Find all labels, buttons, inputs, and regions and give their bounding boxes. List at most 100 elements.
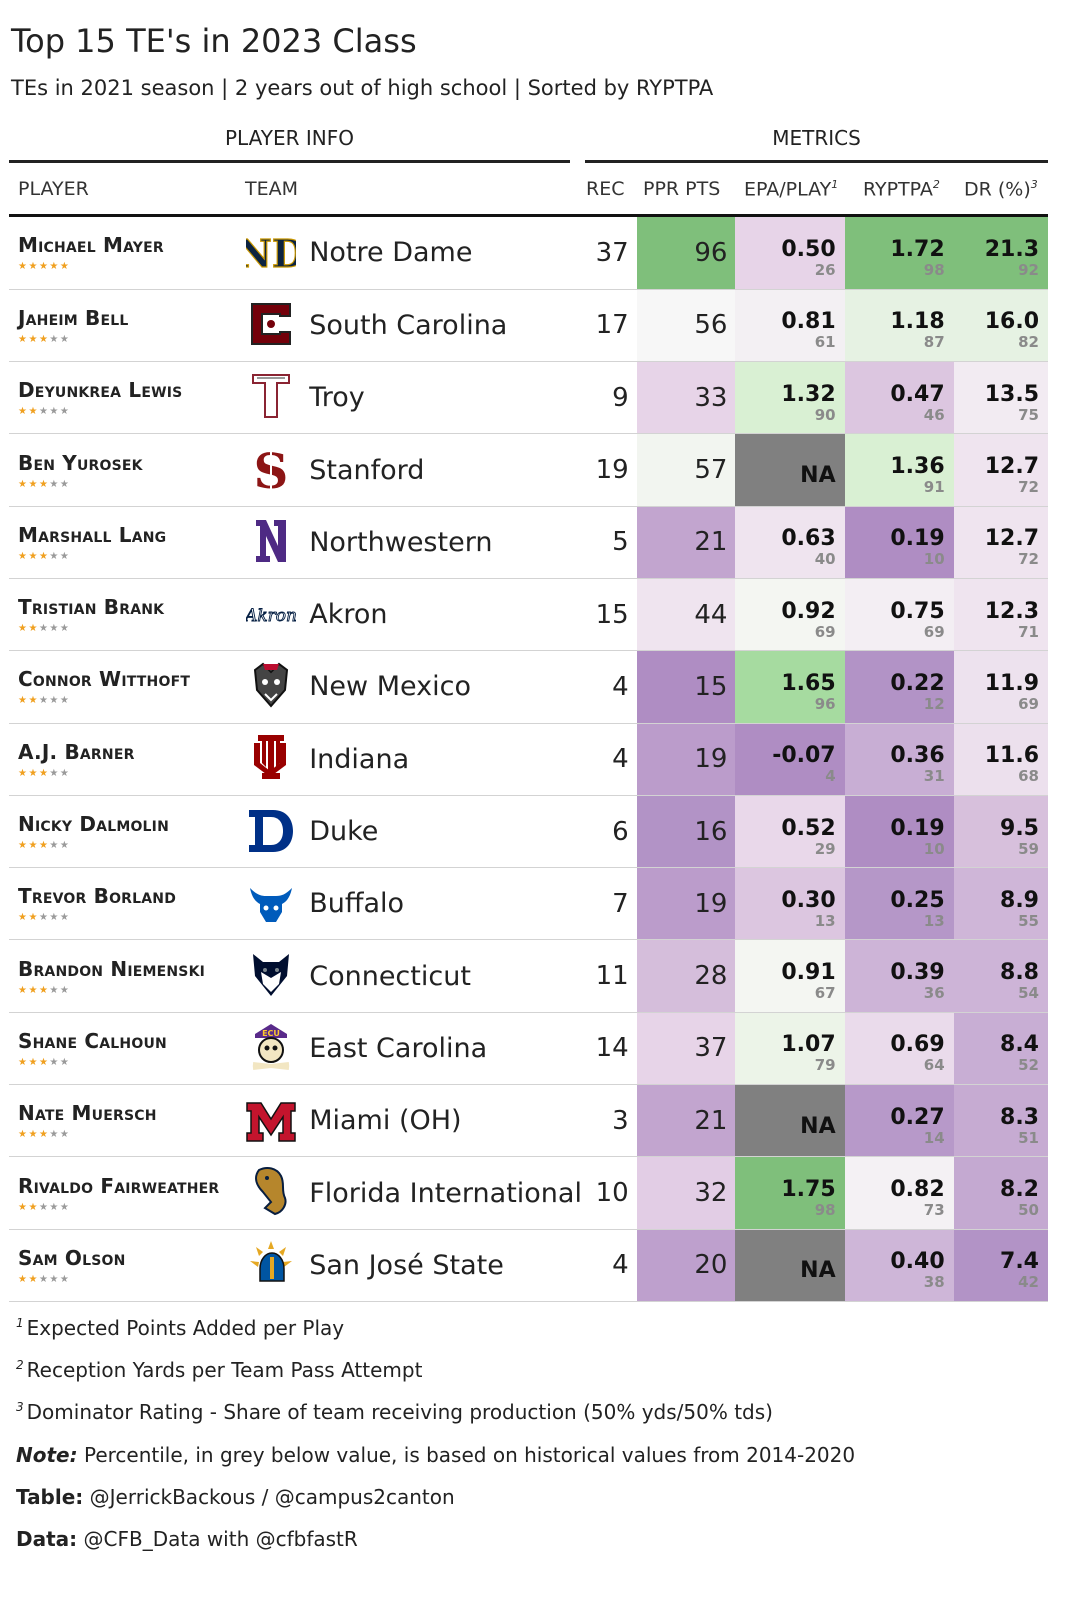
ryptpa-cell: 1.36 91 [844, 433, 954, 507]
footnote-3-mark: 3 [16, 1400, 24, 1415]
epa-per-play-percentile: 26 [814, 260, 836, 279]
dominator-rating-percentile: 54 [1018, 984, 1039, 1003]
star-filled-icon: ★ [38, 478, 50, 490]
star-filled-icon: ★ [28, 912, 39, 924]
ryptpa-cell: 0.39 36 [844, 939, 954, 1013]
star-empty-icon: ★ [59, 984, 71, 996]
star-empty-icon: ★ [49, 623, 60, 635]
player-cell: Connor Witthoft ★★★★★ [9, 650, 236, 724]
indiana-logo [245, 731, 297, 783]
east-carolina-logo: ECU [245, 1020, 297, 1072]
epa-per-play-percentile: 90 [814, 405, 836, 424]
epa-per-play-cell: 0.30 13 [735, 867, 845, 941]
column-header-dr: DR (%)3 [964, 178, 1038, 200]
team-logo-cell [235, 289, 308, 363]
epa-per-play-cell: NA [735, 1084, 845, 1158]
dominator-rating-percentile: 59 [1018, 839, 1039, 858]
star-empty-icon: ★ [59, 1056, 71, 1068]
player-name: A.J. Barner [18, 739, 135, 764]
data-credit-label: Data: [16, 1527, 78, 1551]
dominator-rating-value: 7.4 [1000, 1249, 1039, 1275]
ppr-points-value: 19 [636, 867, 736, 941]
note-data-credit: Data: @CFB_Data with @cfbfastR [16, 1527, 358, 1551]
ryptpa-cell: 0.40 38 [844, 1229, 954, 1302]
star-rating: ★★★★★ [18, 1129, 236, 1140]
star-filled-icon: ★ [28, 478, 39, 490]
team-name: New Mexico [307, 650, 582, 724]
star-filled-icon: ★ [18, 333, 29, 345]
ryptpa-value: 0.47 [890, 381, 945, 407]
epa-per-play-value: 1.65 [781, 670, 836, 696]
table-row: Shane Calhoun ★★★★★ ECU East Carolina 14 37 1.… [9, 1012, 1048, 1086]
dominator-rating-percentile: 55 [1018, 911, 1039, 930]
table-row: Deyunkrea Lewis ★★★★★ Troy 9 33 1.32 90 0.47 46 1… [9, 361, 1048, 435]
miami-oh-logo [245, 1095, 297, 1147]
team-logo-cell: ND [235, 217, 308, 290]
stanford-logo: S [245, 443, 297, 495]
dominator-rating-value: 8.3 [1000, 1104, 1039, 1130]
player-cell: Nicky Dalmolin ★★★★★ [9, 795, 236, 869]
table-row: Nicky Dalmolin ★★★★★ Duke 6 16 0.52 29 0.19 10 9.… [9, 795, 1048, 869]
footnote-2: 2 Reception Yards per Team Pass Attempt [16, 1358, 422, 1382]
dominator-rating-percentile: 69 [1018, 694, 1039, 713]
epa-per-play-cell: -0.07 4 [735, 723, 845, 796]
star-empty-icon: ★ [59, 406, 71, 418]
player-cell: Ben Yurosek ★★★★★ [9, 433, 236, 507]
star-filled-icon: ★ [38, 1129, 50, 1141]
column-header-epa-label: EPA/PLAY [744, 178, 832, 201]
star-filled-icon: ★ [28, 550, 39, 562]
dominator-rating-value: 11.9 [984, 670, 1039, 696]
star-empty-icon: ★ [49, 1201, 60, 1213]
ryptpa-value: 0.19 [890, 815, 945, 841]
star-rating: ★★★★★ [18, 1274, 236, 1285]
players-table-body: Michael Mayer ★★★★★ ND Notre Dame 37 96 0.50 26… [9, 217, 1048, 1302]
star-rating: ★★★★★ [18, 912, 236, 923]
star-rating: ★★★★★ [18, 695, 236, 706]
table-row: Brandon Niemenski ★★★★★ Connecticut 11 28 0.9… [9, 939, 1048, 1013]
player-name: Ben Yurosek [18, 450, 143, 475]
ppr-points-value: 57 [636, 433, 736, 507]
table-row: Ben Yurosek ★★★★★ S Stanford 19 57 NA 1.36 91 12.… [9, 433, 1048, 507]
epa-per-play-cell: NA [735, 433, 845, 507]
epa-per-play-value: 0.52 [781, 815, 836, 841]
player-cell: Nate Muersch ★★★★★ [9, 1084, 236, 1158]
team-logo-cell [235, 723, 308, 796]
rec-value: 9 [581, 361, 637, 435]
player-cell: Marshall Lang ★★★★★ [9, 506, 236, 579]
ryptpa-percentile: 91 [923, 478, 945, 497]
ryptpa-value: 0.82 [890, 1177, 945, 1202]
star-filled-icon: ★ [28, 984, 39, 996]
ryptpa-percentile: 36 [923, 984, 945, 1003]
player-name: Shane Calhoun [18, 1028, 167, 1053]
rec-value: 4 [581, 723, 637, 796]
epa-per-play-cell: 1.07 79 [735, 1012, 845, 1086]
table-credit-text: @JerrickBackous / @campus2canton [89, 1485, 455, 1509]
ryptpa-cell: 0.27 14 [844, 1084, 954, 1158]
ryptpa-value: 1.72 [890, 236, 945, 262]
column-header-ryptpa-footnote-mark: 2 [932, 178, 940, 191]
star-empty-icon: ★ [59, 623, 71, 635]
player-name: Sam Olson [18, 1245, 126, 1270]
rec-value: 37 [581, 217, 637, 290]
ppr-points-value: 21 [636, 506, 736, 579]
dominator-rating-cell: 16.0 82 [953, 289, 1048, 363]
star-empty-icon: ★ [49, 840, 60, 852]
table-row: Nate Muersch ★★★★★ Miami (OH) 3 21 NA 0.27 14 8.… [9, 1084, 1048, 1158]
star-rating: ★★★★★ [18, 334, 236, 345]
epa-per-play-value: 1.07 [781, 1032, 836, 1058]
players-table: Michael Mayer ★★★★★ ND Notre Dame 37 96 0.50 26… [9, 217, 1048, 1302]
star-rating: ★★★★★ [18, 551, 236, 562]
dominator-rating-percentile: 68 [1018, 767, 1039, 786]
epa-per-play-value: 0.63 [781, 526, 836, 552]
table-row: Sam Olson ★★★★★ San José State 4 20 NA 0.40 38 7… [9, 1229, 1048, 1302]
star-filled-icon: ★ [59, 261, 71, 273]
star-filled-icon: ★ [28, 623, 39, 635]
dominator-rating-value: 12.7 [984, 526, 1039, 552]
table-row: Michael Mayer ★★★★★ ND Notre Dame 37 96 0.50 26… [9, 217, 1048, 290]
star-filled-icon: ★ [28, 406, 39, 418]
ryptpa-percentile: 31 [923, 767, 945, 786]
ryptpa-percentile: 46 [923, 405, 945, 424]
star-rating: ★★★★★ [18, 768, 236, 779]
team-logo-cell [235, 1156, 308, 1230]
column-header-epa: EPA/PLAY1 [744, 178, 838, 200]
